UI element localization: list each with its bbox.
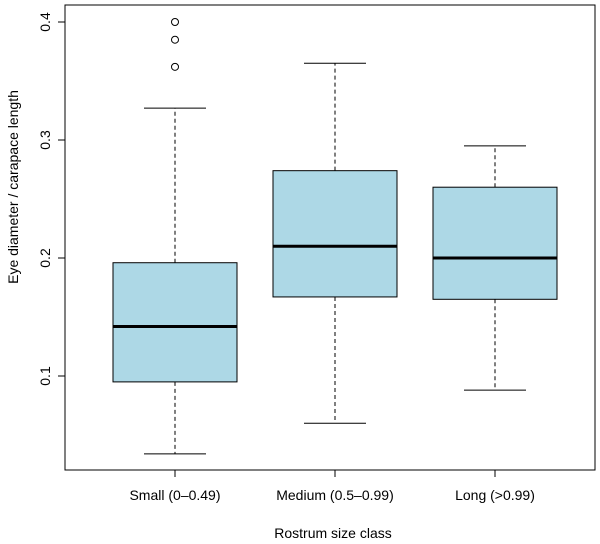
outlier-point [171, 62, 179, 71]
x-tick-label: Medium (0.5–0.99) [276, 487, 394, 503]
outlier-point [171, 35, 179, 44]
y-tick-label: 0.2 [37, 248, 53, 268]
x-tick-label: Small (0–0.49) [129, 487, 220, 503]
outlier-point [171, 18, 179, 26]
iqr-box [112, 262, 238, 383]
box-group [272, 62, 398, 424]
iqr-box [272, 170, 398, 298]
box-group [432, 145, 558, 391]
iqr-box [432, 186, 558, 300]
y-tick-label: 0.4 [37, 12, 53, 32]
y-axis-title: Eye diameter / carapace length [5, 90, 21, 284]
y-tick-label: 0.3 [37, 130, 53, 150]
y-tick-label: 0.1 [37, 366, 53, 386]
box-group [112, 18, 238, 455]
boxes [112, 18, 558, 455]
x-axis-title: Rostrum size class [274, 525, 391, 541]
x-axis: Small (0–0.49) Medium (0.5–0.99) Long (>0.… [129, 469, 535, 503]
x-tick-label: Long (>0.99) [455, 487, 535, 503]
y-axis: 0.1 0.2 0.3 0.4 [37, 12, 66, 386]
